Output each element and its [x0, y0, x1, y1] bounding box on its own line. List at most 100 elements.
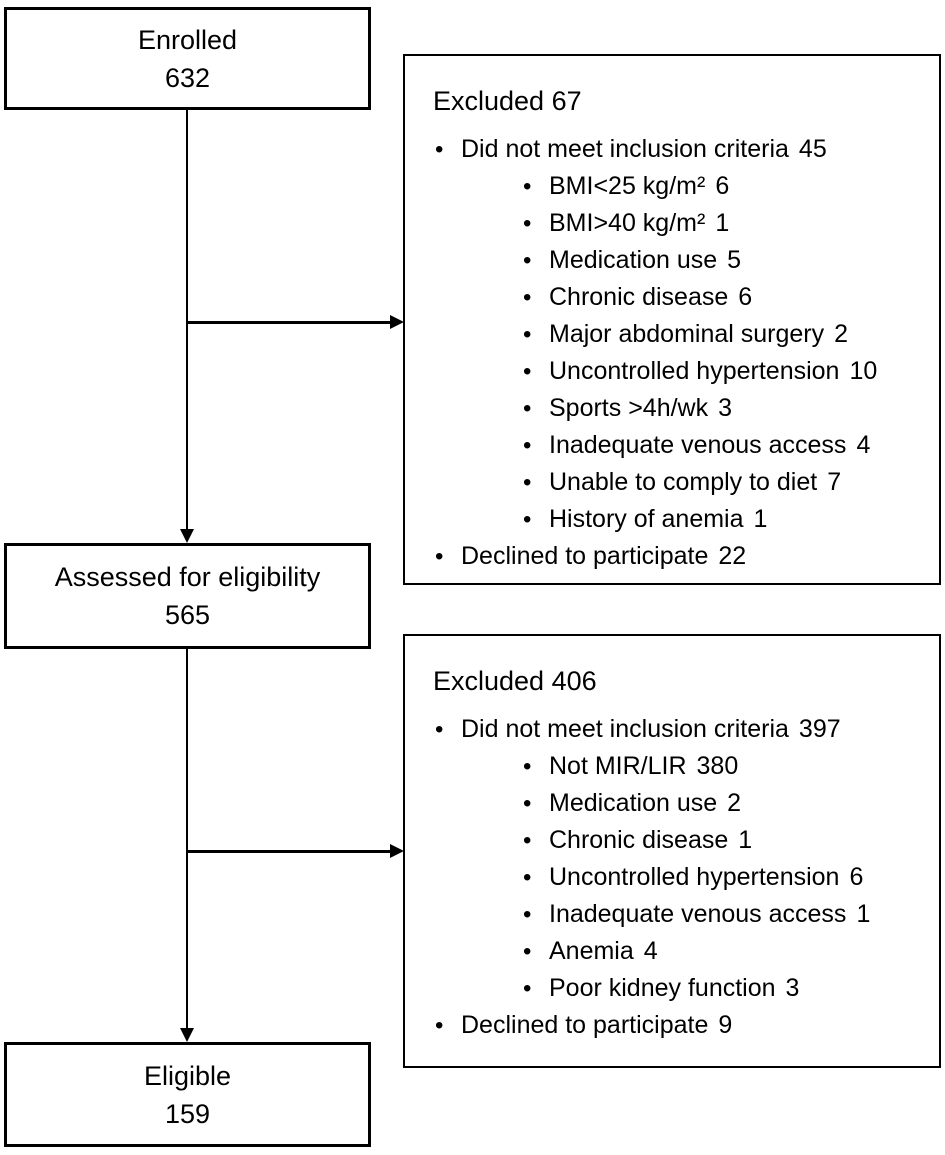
exclusion-item-count: 6 [738, 283, 753, 311]
exclusion-item-count: 2 [727, 789, 742, 817]
exclusion-item-count: 3 [718, 394, 733, 422]
exclusion-item-count: 22 [718, 542, 747, 570]
enrolled-box: Enrolled 632 [4, 7, 371, 110]
exclusion-item-label: History of anemia [549, 505, 744, 533]
exclusion-item-count: 1 [715, 209, 730, 237]
arrowhead-right-icon [390, 844, 404, 858]
exclusion-item: • BMI<25 kg/m² 6 [523, 168, 939, 205]
assessed-count: 565 [164, 600, 211, 630]
exclusion-item-label: Medication use [549, 246, 718, 274]
exclusion-item: • Inadequate venous access 1 [523, 896, 939, 933]
eligible-count: 159 [164, 1098, 211, 1129]
exclusion-item-label: Declined to participate [461, 542, 709, 570]
enrolled-label: Enrolled [137, 24, 238, 55]
bullet-icon: • [435, 1012, 444, 1039]
exclusion-item-count: 5 [727, 246, 742, 274]
exclusion-item: • BMI>40 kg/m² 1 [523, 205, 939, 242]
exclusion-item-count: 9 [718, 1011, 733, 1039]
exclusion-item-count: 3 [785, 974, 800, 1002]
excluded-title-count: 406 [551, 666, 597, 696]
exclusion-item: • Major abdominal surgery 2 [523, 316, 939, 353]
exclusion-item-count: 380 [696, 752, 739, 780]
bullet-icon: • [523, 901, 532, 928]
exclusion-item: • Declined to participate 9 [435, 1007, 939, 1044]
exclusion-item-label: Sports >4h/wk [549, 394, 709, 422]
connector-assessed-to-eligible [186, 649, 188, 1028]
exclusion-item-count: 45 [798, 135, 827, 163]
exclusion-item: • History of anemia 1 [523, 501, 939, 538]
arrowhead-down-icon [180, 1028, 194, 1042]
exclusion-item-count: 1 [753, 505, 768, 533]
assessed-label: Assessed for eligibility [54, 562, 321, 592]
connector-to-excluded-67 [187, 321, 390, 324]
exclusion-item-count: 6 [715, 172, 730, 200]
exclusion-list: • Did not meet inclusion criteria 45 • BMI<2… [405, 131, 939, 575]
exclusion-item-label: BMI<25 kg/m² [549, 172, 706, 200]
exclusion-item-label: Inadequate venous access [549, 900, 847, 928]
bullet-icon: • [523, 321, 532, 348]
connector-enrolled-to-assessed [186, 109, 188, 530]
arrowhead-right-icon [390, 315, 404, 329]
exclusion-item: • Not MIR/LIR 380 [523, 748, 939, 785]
exclusion-item-label: Did not meet inclusion criteria [461, 715, 789, 743]
exclusion-item-count: 6 [849, 863, 864, 891]
exclusion-item-count: 4 [856, 431, 871, 459]
exclusion-item-label: Poor kidney function [549, 974, 776, 1002]
bullet-icon: • [523, 975, 532, 1002]
arrowhead-down-icon [180, 529, 194, 543]
bullet-icon: • [523, 753, 532, 780]
exclusion-item-label: Did not meet inclusion criteria [461, 135, 789, 163]
exclusion-item: • Chronic disease 6 [523, 279, 939, 316]
exclusion-item: • Chronic disease 1 [523, 822, 939, 859]
exclusion-item: • Did not meet inclusion criteria 397 [435, 711, 939, 748]
exclusion-item-label: Inadequate venous access [549, 431, 847, 459]
exclusion-item-label: BMI>40 kg/m² [549, 209, 706, 237]
bullet-icon: • [523, 506, 532, 533]
exclusion-item-count: 1 [738, 826, 753, 854]
excluded-title-count: 67 [551, 86, 582, 116]
exclusion-item-label: Unable to comply to diet [549, 468, 818, 496]
eligible-box: Eligible 159 [4, 1042, 371, 1147]
exclusion-item-count: 10 [849, 357, 878, 385]
exclusion-list: • Did not meet inclusion criteria 397 • Not … [405, 711, 939, 1044]
exclusion-item-label: Anemia [549, 937, 634, 965]
exclusion-item: • Unable to comply to diet 7 [523, 464, 939, 501]
exclusion-item: • Did not meet inclusion criteria 45 [435, 131, 939, 168]
bullet-icon: • [523, 395, 532, 422]
bullet-icon: • [523, 247, 532, 274]
exclusion-item-count: 1 [856, 900, 871, 928]
exclusion-item: • Medication use 2 [523, 785, 939, 822]
exclusion-item-label: Chronic disease [549, 826, 729, 854]
exclusion-item-label: Medication use [549, 789, 718, 817]
exclusion-item-label: Declined to participate [461, 1011, 709, 1039]
bullet-icon: • [523, 432, 532, 459]
bullet-icon: • [523, 938, 532, 965]
bullet-icon: • [523, 173, 532, 200]
bullet-icon: • [523, 358, 532, 385]
exclusion-item-label: Not MIR/LIR [549, 752, 687, 780]
exclusion-item: • Uncontrolled hypertension 6 [523, 859, 939, 896]
exclusion-item: • Medication use 5 [523, 242, 939, 279]
exclusion-item-count: 397 [798, 715, 841, 743]
exclusion-item-count: 4 [643, 937, 658, 965]
excluded-title-text: Excluded [433, 86, 545, 116]
exclusion-item: • Uncontrolled hypertension 10 [523, 353, 939, 390]
excluded-406-box: Excluded 406 • Did not meet inclusion cri… [403, 634, 941, 1068]
exclusion-item-count: 2 [834, 320, 849, 348]
exclusion-item-label: Uncontrolled hypertension [549, 863, 840, 891]
exclusion-item: • Declined to participate 22 [435, 538, 939, 575]
exclusion-item: • Inadequate venous access 4 [523, 427, 939, 464]
excluded-title-text: Excluded [433, 666, 545, 696]
exclusion-item: • Anemia 4 [523, 933, 939, 970]
excluded-406-title: Excluded 406 [433, 664, 939, 698]
bullet-icon: • [435, 543, 444, 570]
bullet-icon: • [523, 469, 532, 496]
assessed-for-eligibility-box: Assessed for eligibility 565 [4, 543, 371, 649]
excluded-67-title: Excluded 67 [433, 84, 939, 118]
excluded-67-box: Excluded 67 • Did not meet inclusion crit… [403, 54, 941, 585]
exclusion-item-count: 7 [827, 468, 842, 496]
exclusion-item-label: Uncontrolled hypertension [549, 357, 840, 385]
eligible-label: Eligible [143, 1060, 232, 1091]
connector-to-excluded-406 [187, 850, 390, 853]
